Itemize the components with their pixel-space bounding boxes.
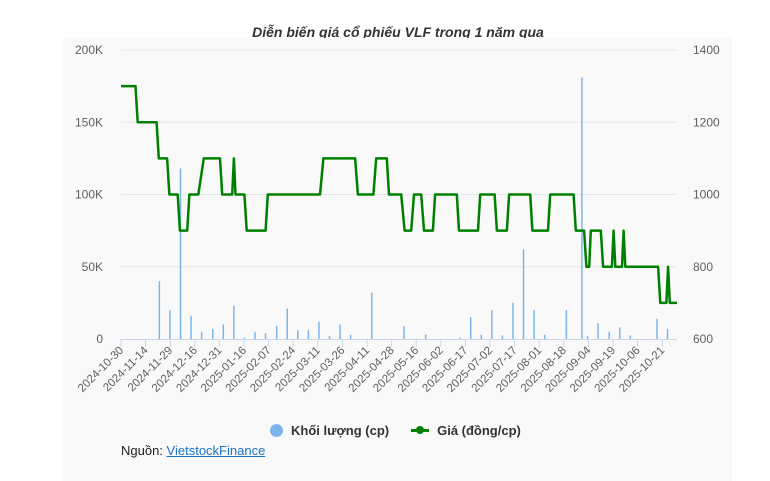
volume-legend-dot-icon [270, 424, 283, 437]
left-axis-tick: 200K [75, 43, 103, 57]
volume-bars [158, 77, 669, 339]
legend-volume-label: Khối lượng (cp) [291, 423, 390, 438]
legend: Khối lượng (cp) Giá (đồng/cp) [270, 423, 521, 438]
legend-item-price[interactable]: Giá (đồng/cp) [411, 423, 521, 438]
price-line [121, 84, 677, 305]
right-axis-tick: 1000 [693, 188, 720, 202]
left-axis-tick: 150K [75, 115, 103, 129]
chart-panel [63, 38, 732, 481]
left-axis-tick: 50K [82, 260, 103, 274]
right-axis-price: 600 800 1000 1200 1400 [693, 43, 720, 346]
left-axis-volume: 0 50K 100K 150K 200K [75, 43, 103, 346]
legend-item-volume[interactable]: Khối lượng (cp) [270, 423, 389, 438]
source-link[interactable]: VietstockFinance [166, 443, 266, 458]
source-line: Nguồn: VietstockFinance [121, 443, 265, 458]
legend-price-label: Giá (đồng/cp) [437, 423, 521, 438]
source-prefix: Nguồn: [121, 443, 163, 458]
right-axis-tick: 600 [693, 332, 713, 346]
price-legend-line-icon [411, 426, 430, 434]
right-axis-tick: 1400 [693, 43, 720, 57]
chart-title: Diễn biến giá cổ phiếu VLF trong 1 năm q… [252, 24, 544, 40]
x-axis-dates: 2024-10-302024-11-142024-11-292024-12-16… [76, 339, 677, 395]
right-axis-tick: 1200 [693, 115, 720, 129]
right-axis-tick: 800 [693, 260, 713, 274]
left-axis-tick: 0 [96, 332, 103, 346]
left-axis-tick: 100K [75, 188, 103, 202]
